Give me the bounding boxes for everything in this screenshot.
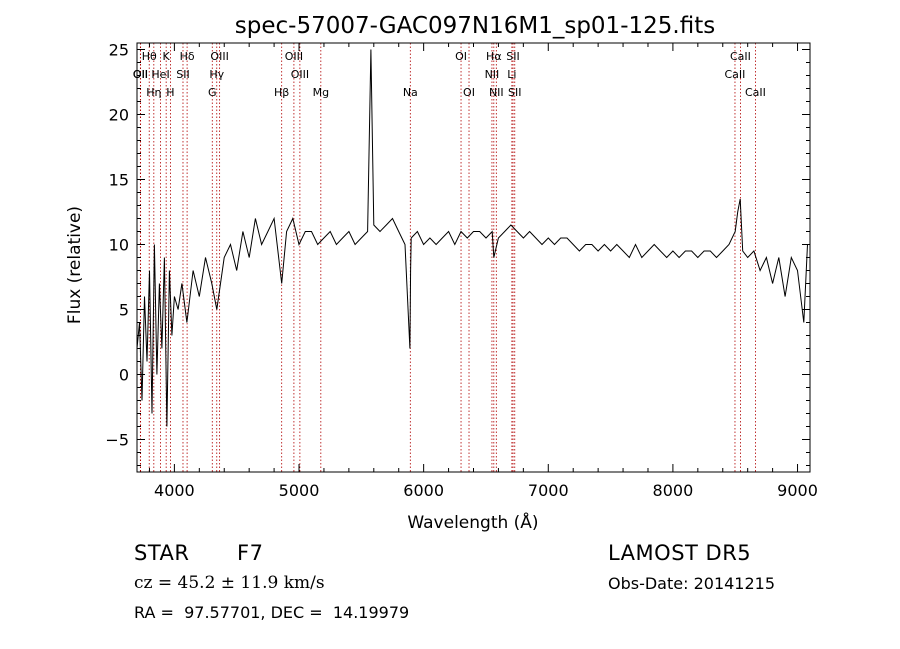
spectral-line-label: OIII — [291, 68, 309, 81]
spectral-line-label: OI — [463, 86, 475, 99]
chart-title: spec-57007-GAC097N16M1_sp01-125.fits — [235, 13, 715, 39]
spectral-line-label: K — [163, 50, 171, 63]
x-tick-label: 5000 — [279, 481, 320, 500]
spectral-line-label: SII — [176, 68, 189, 81]
spectral-line-label: CaII — [745, 86, 766, 99]
sky-coordinates: RA = 97.57701, DEC = 14.19979 — [134, 603, 410, 622]
x-axis-label: Wavelength (Å) — [407, 511, 538, 533]
x-tick-label: 4000 — [154, 481, 195, 500]
x-tick-label: 7000 — [528, 481, 569, 500]
spectral-line-label: Hη — [146, 86, 161, 99]
spectral-line-label: H — [166, 86, 174, 99]
x-tick-label: 8000 — [653, 481, 694, 500]
spectral-line-label: Hα — [486, 50, 502, 63]
y-axis: −5 0 5 10 15 20 25 — [105, 41, 810, 466]
spectral-line-label: SII — [506, 50, 519, 63]
y-tick-label: 5 — [119, 301, 129, 320]
spectral-line-label: Na — [403, 86, 418, 99]
spectral-line-label: SII — [508, 86, 521, 99]
x-axis: 4000 5000 6000 7000 8000 9000 — [148, 43, 818, 500]
plot-frame — [136, 42, 811, 473]
spectral-line-label: CaII — [730, 50, 751, 63]
x-tick-label: 9000 — [777, 481, 818, 500]
spectral-line-label: Hβ — [274, 86, 289, 99]
y-tick-label: 0 — [119, 366, 129, 385]
spectral-line-label: NII — [489, 86, 504, 99]
y-tick-label: −5 — [105, 431, 129, 450]
y-tick-label: 15 — [109, 171, 129, 190]
spectral-line-labels: Hθ K Hδ OIII OIII OI Hα SII CaII OII HeI SII Hγ OIII N… — [133, 50, 766, 99]
object-subclass: F7 — [237, 541, 264, 565]
spectral-line-label: G — [208, 86, 217, 99]
spectral-line-label: HeI — [151, 68, 169, 81]
spectral-line-label: Hγ — [209, 68, 224, 81]
spectral-line-label: Hθ — [142, 50, 157, 63]
spectrum-series-line — [136, 49, 808, 427]
spectral-line-label: OII — [133, 68, 148, 81]
observation-date: Obs-Date: 20141215 — [608, 574, 776, 593]
y-tick-label: 10 — [109, 236, 129, 255]
spectral-line-markers — [139, 43, 756, 472]
spectral-line-label: NII — [485, 68, 500, 81]
redshift-velocity: cz = 45.2 ± 11.9 km/s — [134, 573, 325, 593]
y-tick-label: 20 — [109, 106, 129, 125]
spectral-line-label: OIII — [210, 50, 228, 63]
y-axis-label: Flux (relative) — [65, 206, 85, 324]
spectral-line-label: Hδ — [180, 50, 195, 63]
spectral-line-label: Li — [507, 68, 516, 81]
spectral-line-label: OIII — [285, 50, 303, 63]
spectral-line-label: Mg — [313, 86, 329, 99]
object-class: STAR — [134, 541, 190, 565]
survey-name: LAMOST DR5 — [608, 541, 752, 565]
spectral-line-label: CaII — [725, 68, 746, 81]
y-tick-label: 25 — [109, 41, 129, 60]
x-tick-label: 6000 — [403, 481, 444, 500]
spectral-line-label: OI — [455, 50, 467, 63]
